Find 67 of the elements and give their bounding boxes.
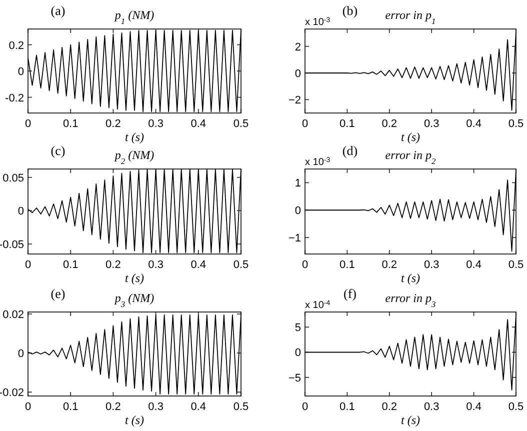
x-tick-label: 0.4 bbox=[466, 401, 482, 413]
x-axis-title: t (s) bbox=[401, 271, 420, 285]
x-tick-label: 0.1 bbox=[62, 118, 78, 130]
y-tick-label: 1 bbox=[294, 178, 301, 190]
x-tick-label: 0.2 bbox=[382, 118, 398, 130]
x-tick-label: 0.3 bbox=[424, 118, 440, 130]
y-tick-label: 0 bbox=[18, 348, 24, 360]
text: (e) bbox=[50, 286, 66, 301]
chart-title: error in p$_{2}$ bbox=[385, 148, 436, 166]
x-tick-label: 0.2 bbox=[382, 259, 398, 271]
x-tick-label: 0.1 bbox=[62, 259, 78, 271]
x-tick-label: 0.4 bbox=[190, 259, 206, 271]
y-tick-label: 5 bbox=[294, 322, 301, 334]
x-axis-title: t (s) bbox=[125, 271, 144, 285]
y-tick-label: 0 bbox=[294, 205, 301, 218]
text: (c) bbox=[50, 143, 66, 158]
x-axis-title: t (s) bbox=[125, 413, 144, 427]
x-tick-label: 0.5 bbox=[508, 401, 524, 413]
x-tick-label: 0.2 bbox=[106, 259, 121, 271]
x-tick-label: 0.4 bbox=[190, 401, 206, 413]
y-tick-label: 0.02 bbox=[2, 308, 24, 321]
y-tick-label: −1 bbox=[288, 232, 301, 245]
chart-title: error in p$_{3}$ bbox=[385, 291, 436, 308]
x-tick-label: 0.2 bbox=[382, 401, 398, 413]
x-axis-title: t (s) bbox=[401, 413, 420, 427]
y-tick-label: 0 bbox=[294, 347, 301, 360]
y-tick-label: 2 bbox=[294, 41, 301, 54]
x-tick-label: 0.2 bbox=[106, 118, 121, 130]
x-tick-label: 0.4 bbox=[190, 118, 206, 130]
chart-title: error in p$_{1}$ bbox=[385, 8, 436, 26]
x-tick-label: 0.1 bbox=[340, 118, 355, 130]
x-tick-label: 0.1 bbox=[62, 401, 78, 413]
x-axis-title: t (s) bbox=[125, 130, 144, 144]
y-tick-label: 0 bbox=[294, 68, 301, 80]
text: (d) bbox=[342, 143, 358, 158]
text: (a) bbox=[50, 3, 66, 18]
y-tick-label: 0.2 bbox=[8, 40, 24, 52]
x-tick-label: 0.4 bbox=[466, 259, 482, 271]
y-tick-label: 0 bbox=[18, 66, 24, 78]
x-tick-label: 0.4 bbox=[466, 118, 482, 130]
x-tick-label: 0.5 bbox=[508, 118, 524, 130]
text: (b) bbox=[342, 3, 358, 18]
chart-title: p$_{2}$ (NM) bbox=[114, 148, 154, 166]
y-tick-label: 0 bbox=[18, 206, 24, 218]
x-tick-label: 0.3 bbox=[148, 118, 164, 130]
x-tick-label: 0.2 bbox=[106, 401, 121, 413]
x-tick-label: 0.5 bbox=[508, 259, 524, 271]
y-tick-label: −2 bbox=[288, 94, 301, 107]
x-tick-label: 0.1 bbox=[340, 401, 355, 413]
y-tick-label: -0.2 bbox=[5, 92, 24, 104]
x-tick-label: 0.3 bbox=[424, 401, 440, 413]
x-tick-label: 0.5 bbox=[233, 259, 249, 271]
chart-title: p$_{1}$ (NM) bbox=[114, 8, 154, 26]
text: x 10$^{-3}$ bbox=[305, 156, 330, 168]
text: x 10$^{-4}$ bbox=[305, 300, 330, 311]
x-tick-label: 0.1 bbox=[340, 259, 355, 271]
y-tick-label: 0.05 bbox=[2, 172, 24, 184]
x-tick-label: 0.3 bbox=[148, 259, 164, 271]
y-tick-label: −5 bbox=[288, 372, 301, 384]
text: x 10$^{-3}$ bbox=[305, 16, 330, 28]
x-tick-label: 0.5 bbox=[233, 401, 249, 413]
x-axis-title: t (s) bbox=[401, 130, 420, 144]
x-tick-label: 0.3 bbox=[148, 401, 164, 413]
x-tick-label: 0.5 bbox=[233, 118, 249, 130]
text: (f) bbox=[344, 286, 356, 301]
x-tick-label: 0.3 bbox=[424, 259, 440, 271]
chart-title: p$_{3}$ (NM) bbox=[114, 291, 154, 308]
